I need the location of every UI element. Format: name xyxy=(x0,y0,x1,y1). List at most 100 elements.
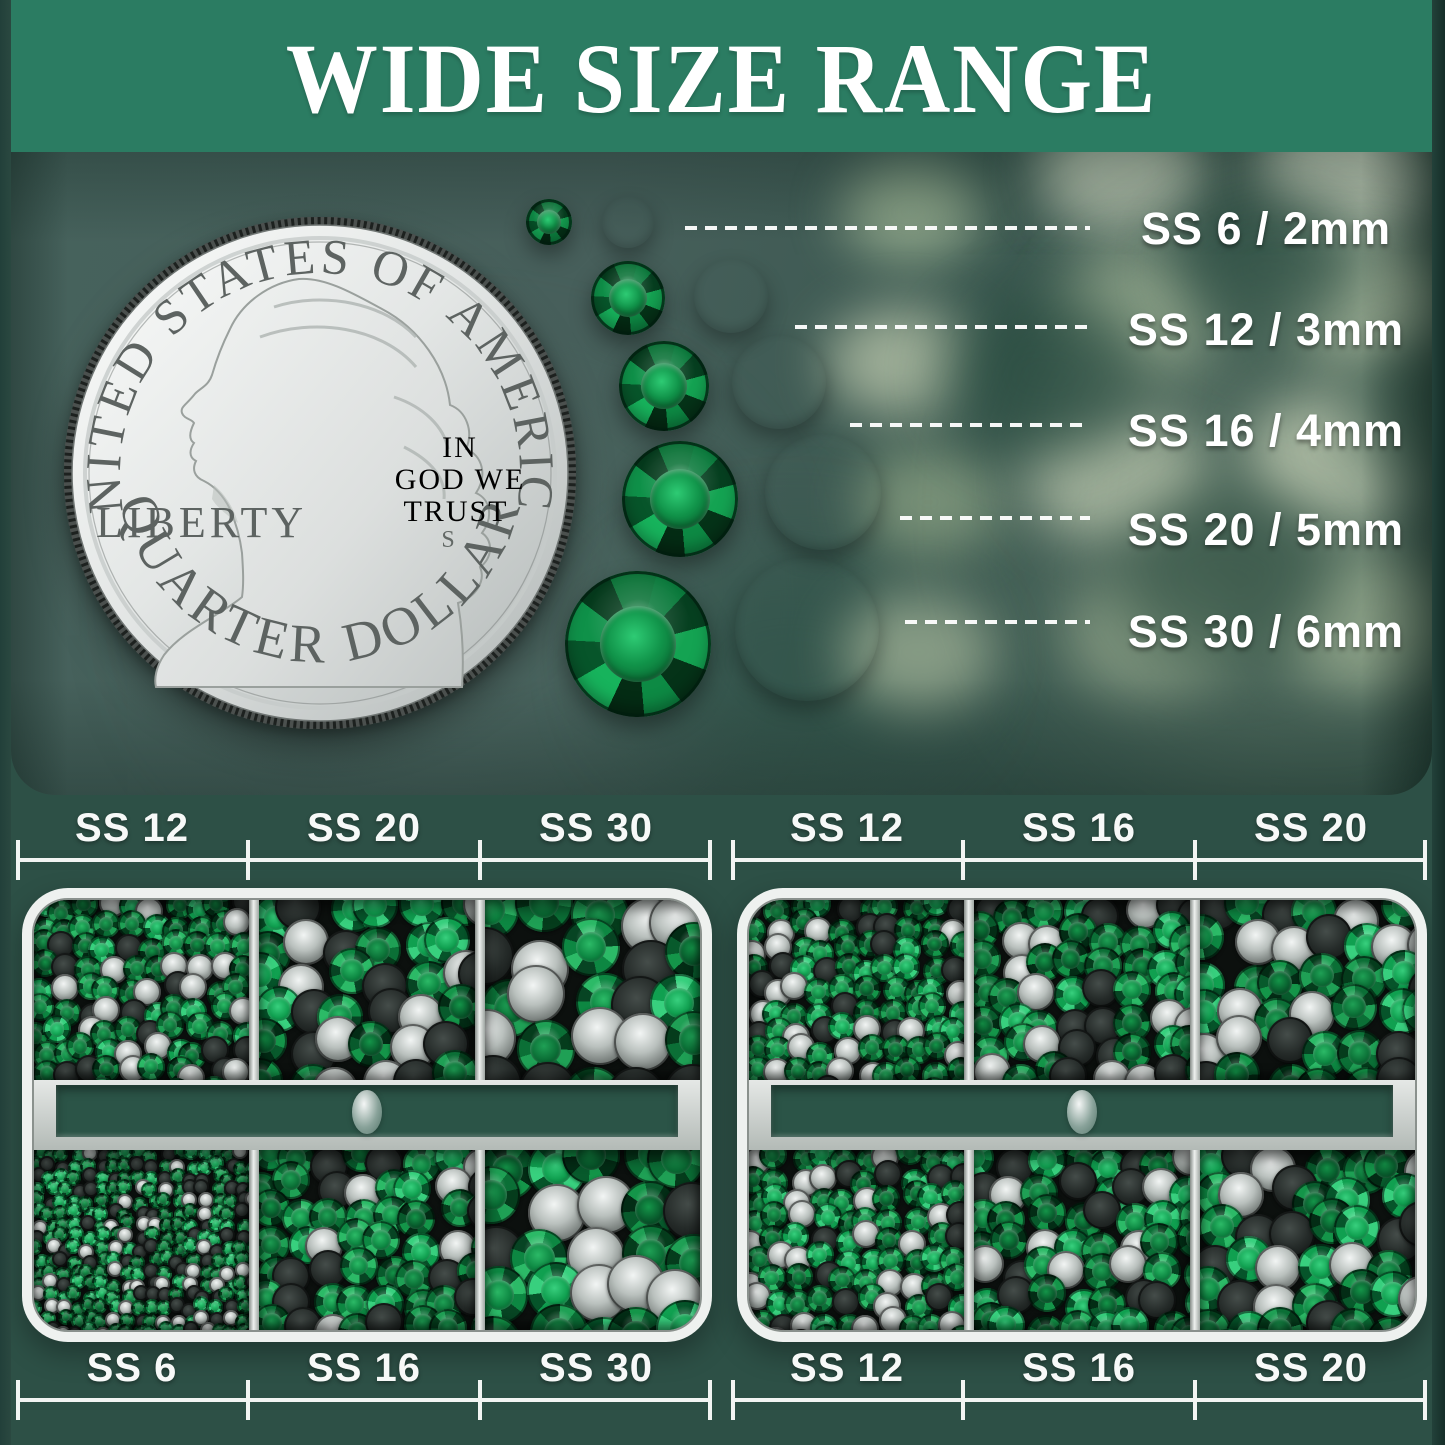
rhinestone xyxy=(116,1227,133,1244)
rhinestone-facet xyxy=(1097,1320,1117,1330)
rhinestone xyxy=(193,1296,210,1313)
rhinestone-facet xyxy=(403,1268,424,1289)
rhinestone xyxy=(218,1285,235,1302)
rhinestone-facet xyxy=(1097,1295,1118,1316)
rhinestone xyxy=(43,1298,60,1315)
rhinestone-facet xyxy=(262,1313,283,1330)
rhinestone-facet xyxy=(1182,984,1190,1004)
rhinestone xyxy=(974,1245,1004,1284)
rhinestone-facet xyxy=(135,1200,144,1210)
rhinestone xyxy=(1329,1307,1376,1330)
ruler-line xyxy=(731,858,1427,862)
rhinestone xyxy=(562,918,621,977)
rhinestone-facet xyxy=(49,1022,65,1037)
rhinestone-facet xyxy=(185,1222,195,1232)
rhinestone-facet xyxy=(948,1186,963,1202)
rhinestone-facet xyxy=(448,995,473,1020)
rhinestone xyxy=(1113,1003,1152,1042)
rhinestone-facet xyxy=(70,1220,79,1229)
ruler-tick xyxy=(477,840,482,880)
rhinestone xyxy=(157,1321,174,1330)
rhinestone-facet xyxy=(1179,1033,1190,1054)
rhinestone-facet xyxy=(842,1320,857,1330)
rhinestone-facet xyxy=(99,1184,109,1193)
rhinestone xyxy=(339,1246,378,1285)
rhinestone xyxy=(1363,1150,1410,1190)
rhinestone xyxy=(131,1150,148,1160)
rhinestone-facet xyxy=(34,1185,41,1195)
rhinestone-facet xyxy=(530,1033,561,1064)
rhinestone-facet xyxy=(145,1328,154,1330)
rhinestone xyxy=(944,1222,965,1251)
rhinestone-facet xyxy=(1347,1041,1372,1066)
rhinestone-facet xyxy=(111,1326,120,1330)
rhinestone xyxy=(130,1300,147,1317)
rhinestone-facet xyxy=(634,1195,666,1226)
rhinestone xyxy=(142,1238,159,1254)
rhinestone-facet xyxy=(225,1198,235,1207)
rhinestone xyxy=(402,1150,441,1184)
rhinestone-facet xyxy=(929,900,944,909)
coin-motto-line3: TRUST xyxy=(403,495,508,528)
rhinestone-facet xyxy=(239,1028,250,1043)
rhinestone xyxy=(235,1322,250,1330)
compartment-ss20 xyxy=(259,900,475,1080)
rhinestone xyxy=(235,1261,250,1278)
rhinestone-facet xyxy=(35,1271,45,1280)
rhinestone-facet xyxy=(1391,900,1415,917)
rhinestone xyxy=(45,1320,62,1330)
rhinestone xyxy=(811,1323,840,1330)
size-label-ss12: SS 12 / 3mm xyxy=(1127,304,1405,355)
rhinestone-facet xyxy=(1377,1327,1402,1330)
rhinestone xyxy=(43,1015,72,1044)
rhinestone-facet xyxy=(123,1217,132,1226)
rhinestone-facet xyxy=(911,1214,926,1230)
coin-mint-mark: S xyxy=(441,527,454,553)
rhinestone-facet xyxy=(449,1197,470,1218)
rhinestone xyxy=(81,1167,98,1184)
rhinestone-facet xyxy=(70,1259,80,1269)
rhinestone-facet xyxy=(766,1207,782,1222)
rhinestone xyxy=(606,1307,665,1330)
rhinestone xyxy=(665,921,700,980)
rhinestone xyxy=(58,1309,75,1326)
rhinestone xyxy=(237,1297,250,1314)
rhinestone-facet xyxy=(877,900,892,914)
rhinestone-facet xyxy=(39,900,54,911)
rhinestone-facet xyxy=(1310,963,1335,988)
rhinestone-facet xyxy=(163,1253,172,1262)
rhinestone-facet xyxy=(120,1160,129,1170)
rhinestone xyxy=(768,1313,797,1330)
gem-facet xyxy=(640,362,688,410)
coin-motto-line2: GOD WE xyxy=(395,463,526,496)
rhinestone-facet xyxy=(786,1009,802,1024)
rhinestone-facet xyxy=(974,920,990,940)
rhinestone-facet xyxy=(163,1163,172,1172)
rhinestone-facet xyxy=(145,1153,154,1162)
rhinestone-facet xyxy=(34,1160,41,1170)
rhinestone-facet xyxy=(1097,1157,1118,1178)
compartment-divider xyxy=(1189,900,1200,1080)
rhinestone-facet xyxy=(1267,971,1292,996)
rhinestone-facet xyxy=(221,1289,231,1299)
rhinestone-facet xyxy=(95,1268,105,1277)
rhinestone-facet xyxy=(126,1292,135,1302)
ruler-label: SS 12 xyxy=(75,806,189,850)
rhinestone-facet xyxy=(238,1317,247,1327)
rhinestone xyxy=(34,1156,45,1173)
rhinestone-facet xyxy=(34,999,48,1015)
rhinestone-facet xyxy=(121,1174,130,1183)
coin-reeding xyxy=(64,217,576,729)
rhinestone-facet xyxy=(145,1185,154,1195)
rhinestone xyxy=(872,1184,901,1213)
right-box-top-ruler: SS 12 SS 16 SS 20 xyxy=(731,808,1427,892)
rhinestone xyxy=(920,929,949,958)
rhinestone-facet xyxy=(928,1069,943,1080)
rhinestone xyxy=(143,1158,160,1175)
ruler-label: SS 6 xyxy=(86,1346,178,1390)
silver-flatback-ss6 xyxy=(602,196,654,248)
rhinestone xyxy=(1406,921,1415,968)
rhinestone-facet xyxy=(98,1229,107,1238)
rhinestone-facet xyxy=(1312,1041,1337,1066)
rhinestone xyxy=(1184,1283,1190,1322)
